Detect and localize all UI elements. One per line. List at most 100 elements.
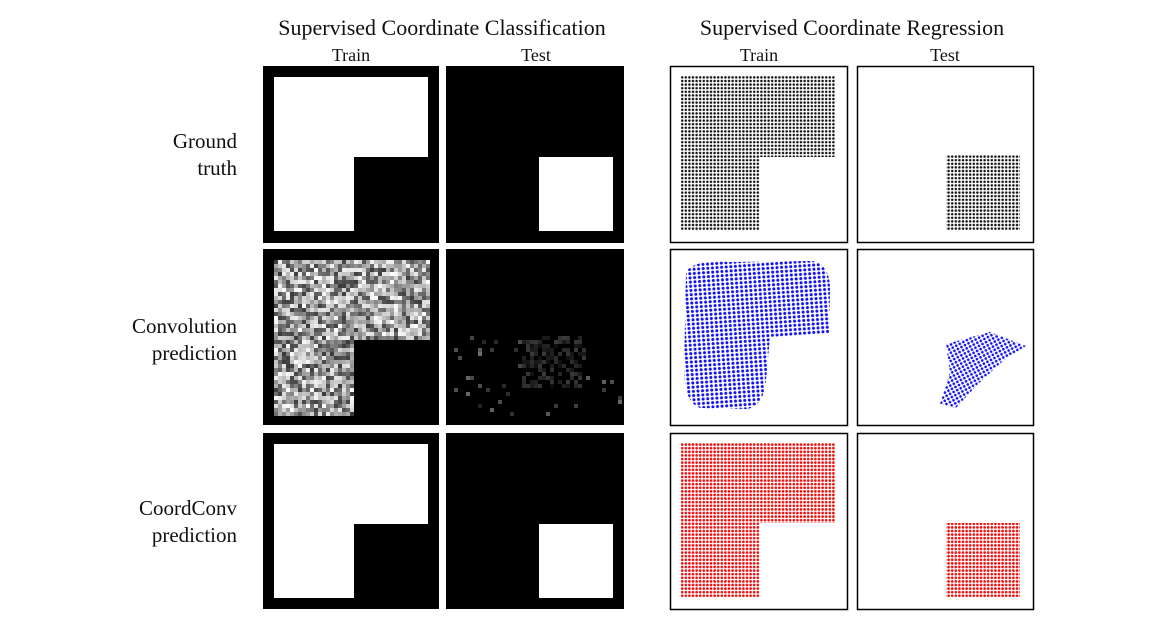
noise-cell: [418, 280, 422, 284]
noise-cell: [554, 344, 558, 348]
noise-cell: [330, 268, 334, 272]
noise-cell: [298, 376, 302, 380]
noise-cell: [554, 360, 558, 364]
noise-cell: [342, 264, 346, 268]
noise-cell: [278, 348, 282, 352]
noise-cell: [290, 352, 294, 356]
noise-cell: [294, 316, 298, 320]
noise-cell: [374, 296, 378, 300]
noise-cell: [310, 356, 314, 360]
noise-cell: [370, 292, 374, 296]
noise-cell: [338, 400, 342, 404]
noise-cell: [286, 264, 290, 268]
noise-cell: [530, 356, 534, 360]
noise-cell: [294, 360, 298, 364]
noise-cell: [402, 272, 406, 276]
noise-cell: [502, 384, 506, 388]
noise-cell: [422, 336, 426, 340]
noise-cell: [298, 412, 302, 416]
noise-cell: [306, 388, 310, 392]
noise-cell: [322, 404, 326, 408]
noise-cell: [362, 300, 366, 304]
noise-cell: [318, 324, 322, 328]
noise-cell: [310, 264, 314, 268]
noise-cell: [310, 384, 314, 388]
noise-cell: [322, 300, 326, 304]
noise-cell: [330, 380, 334, 384]
noise-cell: [314, 352, 318, 356]
noise-cell: [406, 292, 410, 296]
noise-cell: [422, 292, 426, 296]
noise-cell: [426, 276, 430, 280]
noise-cell: [302, 368, 306, 372]
noise-cell: [278, 352, 282, 356]
noise-cell: [314, 328, 318, 332]
noise-cell: [534, 348, 538, 352]
noise-cell: [406, 300, 410, 304]
noise-cell: [386, 264, 390, 268]
noise-cell: [322, 332, 326, 336]
noise-cell: [374, 328, 378, 332]
noise-cell: [398, 280, 402, 284]
noise-cell: [302, 352, 306, 356]
noise-cell: [386, 316, 390, 320]
noise-cell: [422, 268, 426, 272]
noise-cell: [318, 328, 322, 332]
noise-cell: [290, 264, 294, 268]
noise-cell: [330, 328, 334, 332]
row-label: CoordConv: [139, 496, 238, 520]
noise-cell: [378, 268, 382, 272]
noise-cell: [330, 372, 334, 376]
noise-cell: [410, 264, 414, 268]
noise-cell: [310, 260, 314, 264]
noise-cell: [394, 288, 398, 292]
noise-cell: [350, 328, 354, 332]
noise-cell: [422, 316, 426, 320]
noise-cell: [314, 292, 318, 296]
noise-cell: [382, 284, 386, 288]
noise-cell: [346, 308, 350, 312]
noise-cell: [282, 360, 286, 364]
noise-cell: [282, 344, 286, 348]
noise-cell: [282, 364, 286, 368]
noise-cell: [358, 268, 362, 272]
noise-cell: [298, 396, 302, 400]
noise-cell: [426, 308, 430, 312]
noise-cell: [286, 324, 290, 328]
noise-cell: [318, 388, 322, 392]
panel: [263, 433, 439, 609]
noise-cell: [318, 320, 322, 324]
noise-cell: [574, 344, 578, 348]
noise-cell: [382, 316, 386, 320]
noise-cell: [362, 268, 366, 272]
noise-cell: [382, 272, 386, 276]
noise-cell: [530, 340, 534, 344]
noise-cell: [366, 272, 370, 276]
panel: [856, 248, 1035, 427]
noise-cell: [326, 312, 330, 316]
noise-cell: [278, 392, 282, 396]
noise-cell: [398, 292, 402, 296]
noise-cell: [366, 300, 370, 304]
noise-cell: [290, 380, 294, 384]
noise-cell: [334, 340, 338, 344]
noise-cell: [334, 304, 338, 308]
noise-cell: [390, 308, 394, 312]
noise-cell: [354, 280, 358, 284]
noise-cell: [318, 356, 322, 360]
noise-cell: [366, 264, 370, 268]
noise-cell: [426, 292, 430, 296]
noise-cell: [398, 308, 402, 312]
noise-cell: [290, 316, 294, 320]
noise-cell: [414, 292, 418, 296]
noise-cell: [298, 260, 302, 264]
noise-cell: [358, 276, 362, 280]
noise-cell: [374, 284, 378, 288]
noise-cell: [394, 268, 398, 272]
noise-cell: [314, 340, 318, 344]
noise-cell: [426, 316, 430, 320]
noise-cell: [294, 412, 298, 416]
noise-cell: [330, 348, 334, 352]
noise-cell: [374, 288, 378, 292]
noise-cell: [410, 328, 414, 332]
